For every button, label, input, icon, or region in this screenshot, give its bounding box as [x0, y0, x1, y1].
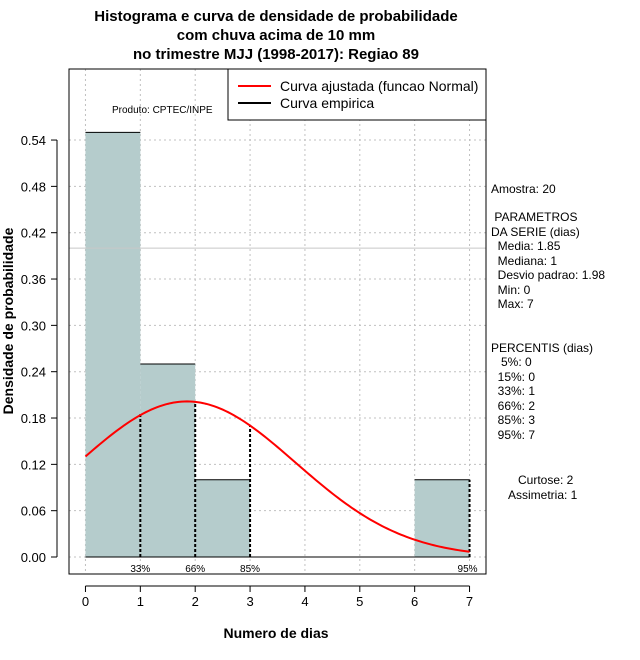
legend-empirical-label: Curva empirica: [280, 95, 374, 111]
percentil-85: 85%: 3: [491, 413, 536, 427]
chart-title-line-2: com chuva acima de 10 mm: [177, 27, 375, 44]
percentile-label-0: 33%: [130, 564, 150, 575]
param-median: Mediana: 1: [491, 254, 558, 268]
params-title-1: PARAMETROS: [491, 210, 578, 224]
param-sd: Desvio padrao: 1.98: [491, 268, 606, 282]
param-mean: Media: 1.85: [491, 239, 561, 253]
legend-box: [227, 68, 487, 121]
y-tick-label-0.48: 0.48: [21, 179, 46, 194]
percentile-label-3: 95%: [458, 564, 478, 575]
x-axis-label: Numero de dias: [223, 625, 328, 641]
x-tick-label-5: 5: [356, 594, 363, 609]
percentil-66: 66%: 2: [491, 399, 536, 413]
x-tick-label-7: 7: [466, 594, 473, 609]
y-tick-label-0.12: 0.12: [21, 457, 46, 472]
histogram-bars: [85, 131, 470, 558]
y-tick-label-0.54: 0.54: [21, 133, 46, 148]
chart-title-line-3: no trimestre MJJ (1998-2017): Regiao 89: [133, 46, 419, 63]
y-axis: 0.00 0.06 0.12 0.18 0.24 0.30 0.36 0.42 0.48 0.54: [21, 133, 58, 565]
percentil-15: 15%: 0: [491, 370, 536, 384]
percentile-lines: [139, 402, 471, 558]
histogram-bar-1: [140, 363, 196, 558]
params-title-2: DA SERIE (dias): [491, 225, 580, 239]
y-tick-label-0.24: 0.24: [21, 365, 46, 380]
param-max: Max: 7: [491, 297, 534, 311]
assimetria: Assimetria: 1: [508, 488, 578, 502]
percentil-95: 95%: 7: [491, 428, 536, 442]
percentile-label-1: 66%: [185, 564, 205, 575]
x-tick-label-3: 3: [246, 594, 253, 609]
curtose: Curtose: 2: [518, 473, 574, 487]
x-tick-label-4: 4: [301, 594, 308, 609]
normal-fit-curve: [84, 400, 470, 553]
x-tick-label-0: 0: [82, 594, 89, 609]
y-axis-label: Densidade de probabilidade: [0, 227, 16, 414]
y-tick-label-0.06: 0.06: [21, 504, 46, 519]
y-tick-label-0.42: 0.42: [21, 226, 46, 241]
x-tick-label-6: 6: [411, 594, 418, 609]
histogram-bar-6: [414, 479, 470, 558]
x-axis: 0 1 2 3 4 5 6 7: [82, 585, 473, 609]
percentile-label-2: 85%: [240, 564, 260, 575]
param-min: Min: 0: [491, 283, 531, 297]
y-tick-label-0.18: 0.18: [21, 411, 46, 426]
percentile-labels: 33% 66% 85% 95%: [130, 564, 477, 575]
legend: Curva ajustada (funcao Normal) Curva emp…: [227, 68, 487, 121]
product-label: Produto: CPTEC/INPE: [112, 105, 213, 116]
percentil-33: 33%: 1: [491, 384, 536, 398]
y-tick-label-0.30: 0.30: [21, 318, 46, 333]
x-tick-label-1: 1: [137, 594, 144, 609]
x-tick-label-2: 2: [192, 594, 199, 609]
histogram-bar-2: [195, 479, 251, 558]
percentis-title: PERCENTIS (dias): [491, 341, 594, 355]
histogram-bar-0: [85, 132, 141, 558]
sample-size: Amostra: 20: [491, 182, 556, 196]
percentil-5: 5%: 0: [491, 355, 532, 369]
legend-normal-label: Curva ajustada (funcao Normal): [280, 78, 478, 94]
y-tick-label-0.36: 0.36: [21, 272, 46, 287]
chart-title-line-1: Histograma e curva de densidade de proba…: [94, 8, 457, 25]
y-tick-label-0.00: 0.00: [21, 550, 46, 565]
